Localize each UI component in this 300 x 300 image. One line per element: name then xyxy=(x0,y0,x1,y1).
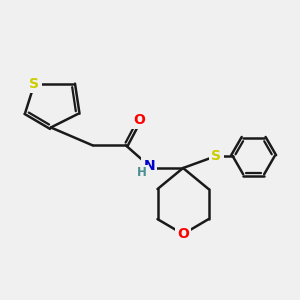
Text: O: O xyxy=(177,227,189,241)
Text: N: N xyxy=(143,159,155,172)
Text: S: S xyxy=(29,77,39,91)
Text: S: S xyxy=(211,149,221,163)
Text: H: H xyxy=(137,166,147,179)
Text: O: O xyxy=(134,113,146,127)
